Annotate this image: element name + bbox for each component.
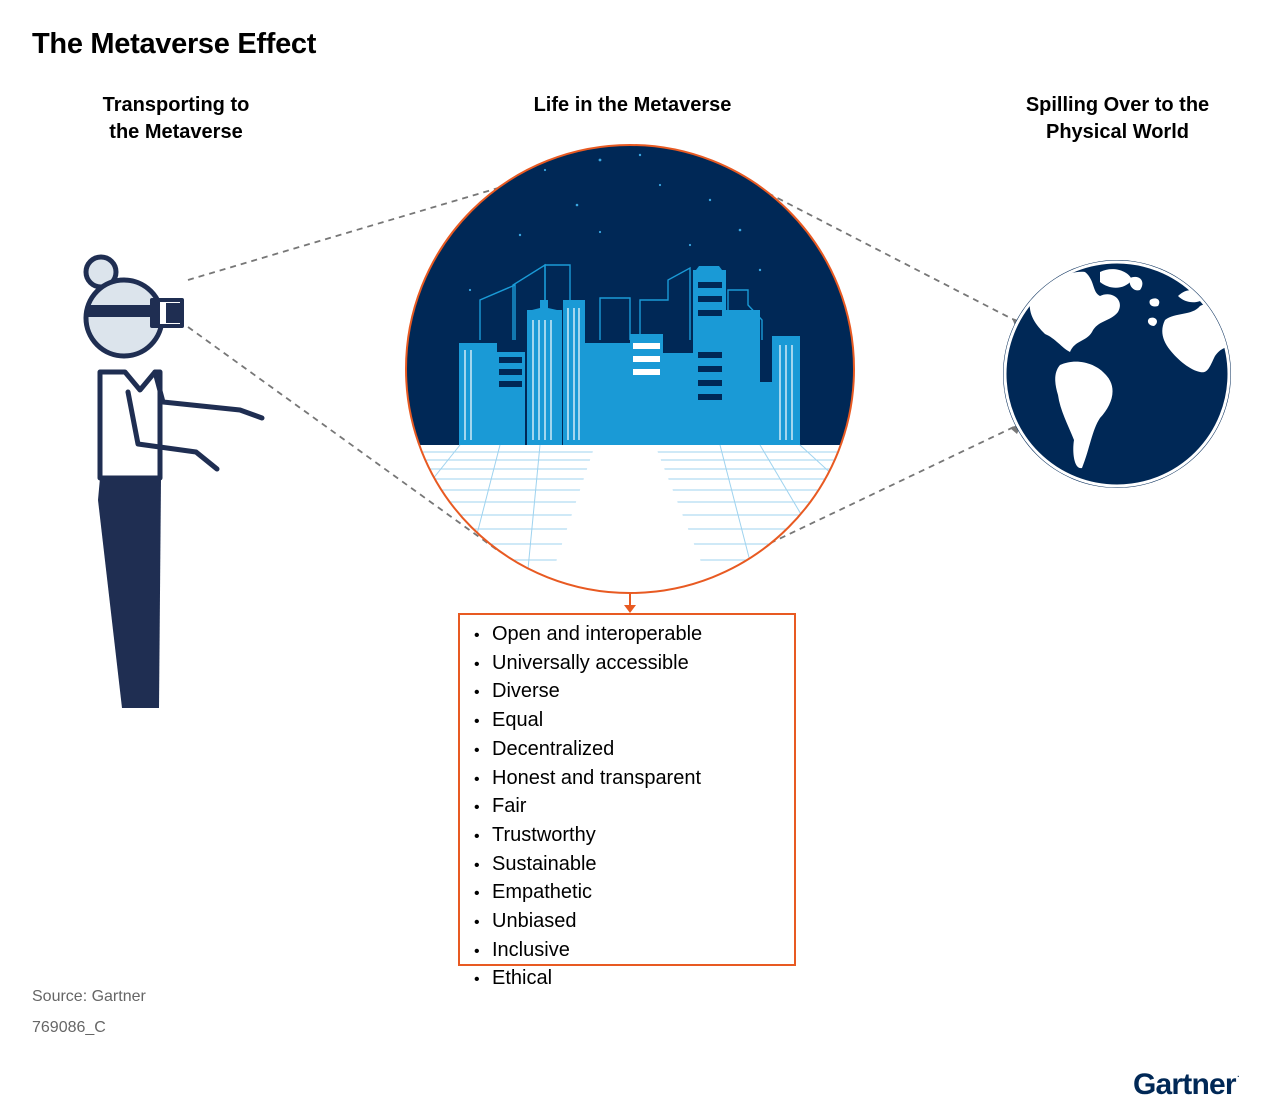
- quality-item: • Fair: [474, 793, 794, 822]
- bullet-icon: •: [474, 627, 480, 644]
- lens-pointer-arrow-icon: [624, 605, 636, 613]
- gartner-logo: Gartner.: [1133, 1068, 1240, 1102]
- page-title: The Metaverse Effect: [32, 28, 317, 60]
- bullet-icon: •: [474, 827, 480, 845]
- person-icon: [83, 254, 265, 708]
- column-heading-spilling-line1: Spilling Over to the: [1025, 94, 1210, 116]
- connector-line-top-left: [187, 182, 516, 281]
- quality-item: • Universally accessible: [474, 650, 794, 679]
- quality-item: • Equal: [474, 707, 794, 736]
- quality-label: Ethical: [492, 967, 553, 990]
- globe-icon: [1003, 260, 1231, 488]
- quality-label: Fair: [492, 795, 527, 818]
- bullet-icon: •: [474, 942, 480, 960]
- bullet-icon: •: [474, 713, 480, 731]
- quality-label: Unbiased: [492, 910, 577, 933]
- vr-headset-icon: [86, 298, 184, 328]
- bullet-icon: •: [474, 971, 480, 989]
- bullet-icon: •: [474, 770, 480, 788]
- connector-line-bottom-right: [759, 424, 1019, 549]
- source-note: Source: Gartner: [32, 988, 146, 1005]
- bullet-icon: •: [474, 684, 480, 702]
- quality-label: Open and interoperable: [492, 623, 703, 645]
- quality-label: Honest and transparent: [492, 766, 702, 789]
- qualities-box: • Open and interoperable • Universally acce…: [458, 613, 796, 989]
- gartner-logo-mark: .: [1236, 1068, 1240, 1080]
- connector-line-top-right: [757, 187, 1021, 324]
- quality-item: • Inclusive: [474, 937, 794, 966]
- bullet-icon: •: [474, 914, 480, 932]
- connector-line-bottom-left: [187, 326, 501, 553]
- column-heading-transporting-line1: Transporting to: [102, 94, 250, 116]
- bullet-icon: •: [474, 655, 480, 673]
- quality-label: Inclusive: [492, 938, 570, 961]
- quality-item: • Decentralized: [474, 736, 794, 765]
- city-skyline-icon: [406, 145, 854, 593]
- bullet-icon: •: [474, 885, 480, 903]
- qualities-list: • Open and interoperable • Universally acce…: [474, 621, 794, 994]
- column-heading-spilling-line2: Physical World: [1045, 121, 1189, 143]
- quality-item: • Sustainable: [474, 851, 794, 880]
- column-heading-spilling: Spilling Over to the Physical World: [990, 92, 1245, 146]
- quality-item: • Unbiased: [474, 908, 794, 937]
- quality-label: Empathetic: [492, 881, 593, 904]
- connector-lines: [187, 182, 1021, 553]
- quality-label: Universally accessible: [492, 651, 689, 674]
- column-heading-transporting-line2: the Metaverse: [109, 121, 243, 143]
- quality-label: Trustworthy: [492, 823, 596, 846]
- person-legs: [98, 478, 161, 708]
- quality-label: Decentralized: [492, 737, 615, 760]
- quality-item: • Trustworthy: [474, 822, 794, 851]
- bullet-icon: •: [474, 799, 480, 817]
- gartner-logo-text: Gartner: [1133, 1068, 1237, 1101]
- bullet-icon: •: [474, 741, 480, 759]
- quality-item: • Honest and transparent: [474, 765, 794, 794]
- figure-code: 769086_C: [32, 1019, 106, 1036]
- bullet-icon: •: [474, 856, 480, 874]
- column-heading-life: Life in the Metaverse: [533, 94, 732, 116]
- quality-item: • Empathetic: [474, 879, 794, 908]
- quality-item: • Diverse: [474, 678, 794, 707]
- quality-label: Equal: [492, 709, 544, 732]
- quality-item: • Open and interoperable: [474, 621, 794, 650]
- quality-item: • Ethical: [474, 965, 794, 994]
- column-heading-transporting: Transporting to the Metaverse: [60, 92, 292, 146]
- quality-label: Diverse: [492, 680, 560, 703]
- quality-label: Sustainable: [492, 852, 597, 875]
